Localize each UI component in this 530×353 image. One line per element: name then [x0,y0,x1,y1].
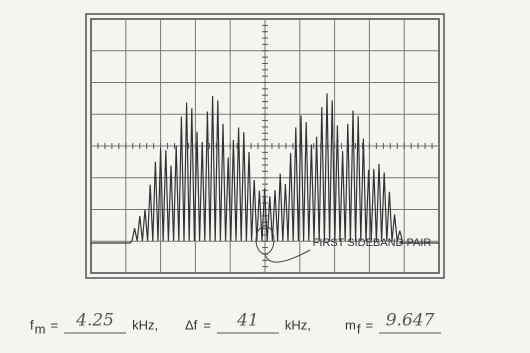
reading-value: 4.25 [75,311,114,331]
reading-unit: kHz, [285,317,311,332]
reading-unit: kHz, [132,317,158,332]
reading-equals: = [203,317,211,332]
reading-symbol: f [30,317,34,332]
reading-symbol: m [345,317,356,332]
reading-subscript: m [35,321,46,336]
reading-subscript: f [357,321,361,336]
reading-value: 41 [236,311,259,331]
reading-equals: = [50,317,58,332]
reading-value: 9.647 [386,311,435,331]
reading-symbol: Δf [185,317,198,332]
reading-equals: = [365,317,373,332]
annotation-arrow [265,250,310,262]
scan: FIRST SIDEBAND PAIR fm=4.25kHz,Δf=41kHz,… [0,0,530,353]
page: FIRST SIDEBAND PAIR fm=4.25kHz,Δf=41kHz,… [0,0,530,353]
annotation: FIRST SIDEBAND PAIR [313,237,432,249]
